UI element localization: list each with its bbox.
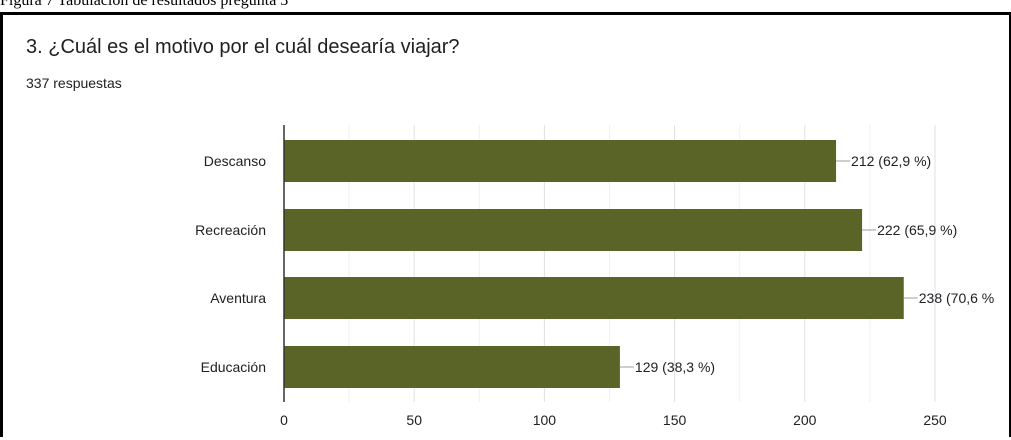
data-label: 238 (70,6 % xyxy=(919,290,995,306)
figure-caption: Figura 7 Tabulación de resultados pregun… xyxy=(0,0,289,9)
x-tick-label: 100 xyxy=(533,412,557,428)
question-title: 3. ¿Cuál es el motivo por el cuál desear… xyxy=(26,36,460,58)
bar xyxy=(284,277,904,319)
x-tick-label: 200 xyxy=(793,412,817,428)
bar xyxy=(284,346,620,388)
x-tick-label: 250 xyxy=(923,412,947,428)
bar xyxy=(284,209,863,251)
x-tick-label: 0 xyxy=(280,412,288,428)
category-label: Descanso xyxy=(204,153,266,169)
category-label: Educación xyxy=(201,359,266,375)
bar-chart: 0 50 100 150 200 250 Descanso 212 (62,9 %) Recre… xyxy=(195,125,995,428)
data-label: 129 (38,3 %) xyxy=(635,359,715,375)
category-label: Recreación xyxy=(195,222,266,238)
data-label: 212 (62,9 %) xyxy=(851,153,931,169)
question-card: 3. ¿Cuál es el motivo por el cuál desear… xyxy=(0,12,1011,437)
x-tick-label: 50 xyxy=(406,412,422,428)
category-label: Aventura xyxy=(210,290,266,306)
x-tick-label: 150 xyxy=(663,412,687,428)
response-count: 337 respuestas xyxy=(26,75,122,91)
data-label: 222 (65,9 %) xyxy=(877,222,957,238)
bar xyxy=(284,140,837,182)
